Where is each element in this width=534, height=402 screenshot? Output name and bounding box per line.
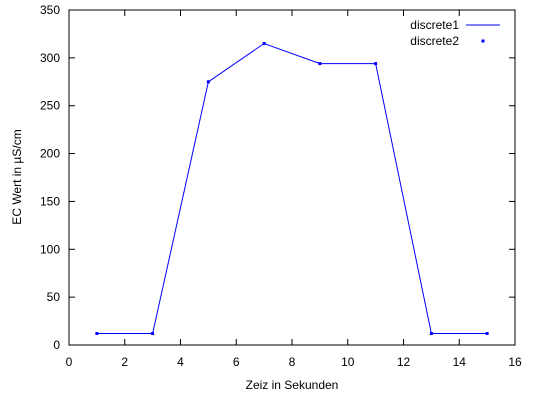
x-tick-label: 10	[341, 355, 355, 369]
y-tick-label: 50	[47, 290, 61, 304]
y-tick-label: 300	[40, 51, 60, 65]
y-tick-label: 350	[40, 3, 60, 17]
legend: discrete1 discrete2	[410, 18, 500, 48]
data-point-discrete2	[318, 62, 322, 66]
legend-label-discrete2: discrete2	[410, 34, 459, 48]
data-point-discrete2	[262, 42, 266, 45]
data-point-discrete2	[95, 332, 99, 336]
series-line-discrete1	[96, 42, 488, 335]
y-tick-label: 100	[40, 242, 60, 256]
x-tick-label: 16	[508, 355, 522, 369]
plot-frame	[68, 9, 516, 346]
series-layer	[95, 42, 489, 336]
x-tick-label: 12	[397, 355, 411, 369]
tick-labels: 0 2 4 6 8 10 12 14 16 0 50 100 150 200 250 300 350	[40, 3, 522, 369]
data-point-discrete2	[151, 332, 155, 336]
legend-label-discrete1: discrete1	[410, 18, 459, 32]
x-tick-label: 0	[66, 355, 73, 369]
x-tick-label: 2	[121, 355, 128, 369]
data-point-discrete2	[374, 62, 378, 66]
y-tick-label: 250	[40, 99, 60, 113]
y-axis-label: EC Wert in µS/cm	[10, 129, 24, 224]
legend-marker-discrete2	[481, 39, 485, 43]
data-point-discrete2	[485, 332, 489, 336]
data-point-discrete2	[429, 332, 433, 336]
x-tick-label: 6	[233, 355, 240, 369]
x-tick-label: 4	[177, 355, 184, 369]
x-tick-label: 8	[289, 355, 296, 369]
y-tick-label: 150	[40, 194, 60, 208]
x-tick-label: 14	[453, 355, 467, 369]
data-point-discrete2	[206, 80, 210, 84]
axis-ticks	[68, 9, 516, 346]
y-tick-label: 200	[40, 147, 60, 161]
y-tick-label: 0	[53, 338, 60, 352]
x-axis-label: Zeiz in Sekunden	[246, 378, 339, 392]
